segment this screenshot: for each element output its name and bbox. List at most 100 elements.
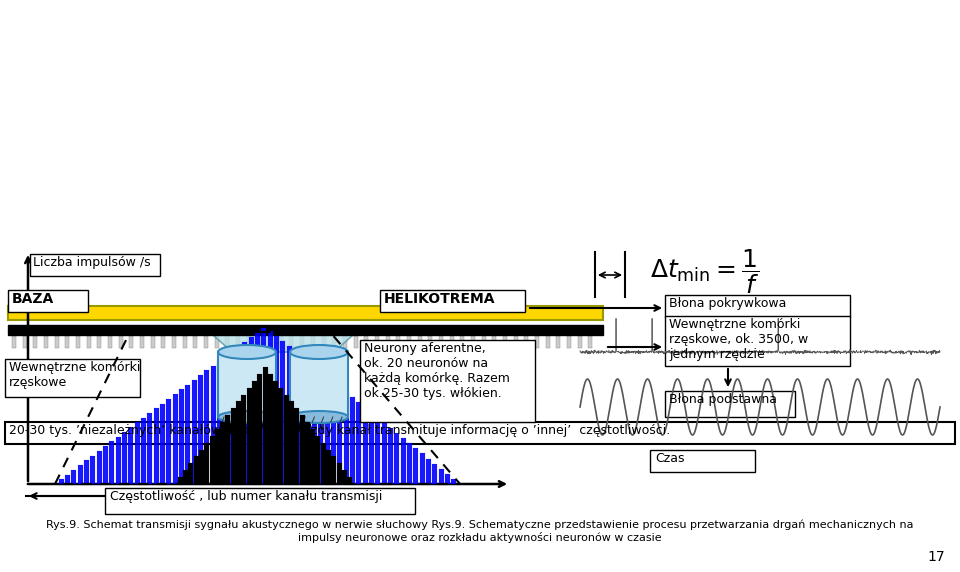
Bar	[84, 460, 89, 484]
Bar	[236, 336, 240, 348]
Bar	[241, 395, 247, 484]
Bar	[229, 352, 234, 484]
Bar	[59, 479, 63, 484]
Bar	[321, 443, 325, 484]
Bar	[326, 450, 331, 484]
Bar	[268, 336, 272, 348]
Bar	[324, 377, 329, 484]
Bar	[257, 374, 262, 484]
Bar	[375, 418, 380, 484]
Bar	[444, 474, 450, 484]
Bar	[449, 336, 453, 348]
Ellipse shape	[218, 345, 276, 359]
Bar	[283, 395, 289, 484]
Bar	[148, 413, 153, 484]
Bar	[8, 325, 603, 335]
Bar	[364, 336, 369, 348]
Bar	[71, 470, 77, 484]
Bar	[432, 464, 437, 484]
Bar	[407, 336, 411, 348]
Bar	[535, 336, 539, 348]
Bar	[247, 388, 252, 484]
Bar	[154, 408, 158, 484]
Bar	[217, 361, 222, 484]
Bar	[305, 362, 311, 484]
Bar	[439, 468, 444, 484]
Bar	[289, 402, 294, 484]
Bar	[23, 336, 27, 348]
Bar	[322, 336, 325, 348]
Bar	[224, 356, 228, 484]
Bar	[108, 336, 112, 348]
Bar	[290, 336, 294, 348]
Bar	[8, 306, 603, 320]
Bar	[247, 336, 251, 348]
Bar	[492, 336, 496, 348]
Bar	[30, 254, 160, 276]
Bar	[280, 341, 285, 484]
Bar	[210, 366, 216, 484]
Bar	[252, 381, 257, 484]
Bar	[65, 475, 70, 484]
Bar	[97, 451, 102, 484]
Bar	[226, 415, 230, 484]
Bar	[140, 336, 144, 348]
Bar	[439, 336, 443, 348]
Bar	[273, 381, 278, 484]
Bar	[242, 342, 248, 484]
Bar	[76, 336, 80, 348]
Bar	[413, 448, 419, 484]
Bar	[360, 340, 535, 422]
Bar	[78, 465, 83, 484]
Bar	[44, 336, 48, 348]
Bar	[290, 352, 348, 417]
Text: 17: 17	[927, 550, 945, 564]
Text: Czas: Czas	[655, 452, 684, 465]
Bar	[374, 336, 379, 348]
Bar	[183, 470, 188, 484]
Bar	[129, 427, 133, 484]
Bar	[381, 423, 387, 484]
Bar	[103, 446, 108, 484]
Text: BAZA: BAZA	[12, 292, 55, 306]
Bar	[665, 316, 850, 366]
Bar	[122, 432, 127, 484]
Bar	[173, 394, 178, 484]
Text: Liczba impulsów /s: Liczba impulsów /s	[33, 256, 151, 269]
Bar	[344, 392, 348, 484]
Bar	[278, 336, 283, 348]
Polygon shape	[213, 335, 353, 352]
Text: Błona podstawna: Błona podstawna	[669, 393, 777, 406]
Ellipse shape	[290, 411, 348, 423]
Bar	[342, 470, 347, 484]
Bar	[257, 336, 261, 348]
Bar	[428, 336, 432, 348]
Bar	[119, 336, 123, 348]
Bar	[178, 477, 182, 484]
Bar	[204, 443, 209, 484]
Bar	[310, 429, 315, 484]
Bar	[337, 463, 342, 484]
Bar	[180, 390, 184, 484]
Bar	[268, 331, 273, 484]
Bar	[331, 382, 336, 484]
Bar	[141, 418, 146, 484]
Bar	[194, 456, 199, 484]
Bar	[188, 463, 193, 484]
Bar	[356, 403, 361, 484]
Bar	[65, 336, 69, 348]
Bar	[567, 336, 571, 348]
Bar	[426, 459, 431, 484]
Bar	[204, 336, 208, 348]
Bar	[86, 336, 90, 348]
Bar	[90, 456, 95, 484]
Bar	[407, 443, 412, 484]
Bar	[151, 336, 155, 348]
Bar	[5, 359, 140, 397]
Text: $\Delta t_{\mathrm{min}} = \dfrac{1}{f}$: $\Delta t_{\mathrm{min}} = \dfrac{1}{f}$	[650, 248, 759, 296]
Bar	[665, 391, 795, 417]
Text: impulsy neuronowe oraz rozkładu aktywności neuronów w czasie: impulsy neuronowe oraz rozkładu aktywnoś…	[299, 532, 661, 543]
Bar	[350, 398, 355, 484]
Bar	[650, 450, 755, 472]
Text: Neurony aferentne,
ok. 20 neuronów na
każdą komórkę. Razem
ok.25-30 tys. włókien: Neurony aferentne, ok. 20 neuronów na ka…	[364, 342, 510, 400]
